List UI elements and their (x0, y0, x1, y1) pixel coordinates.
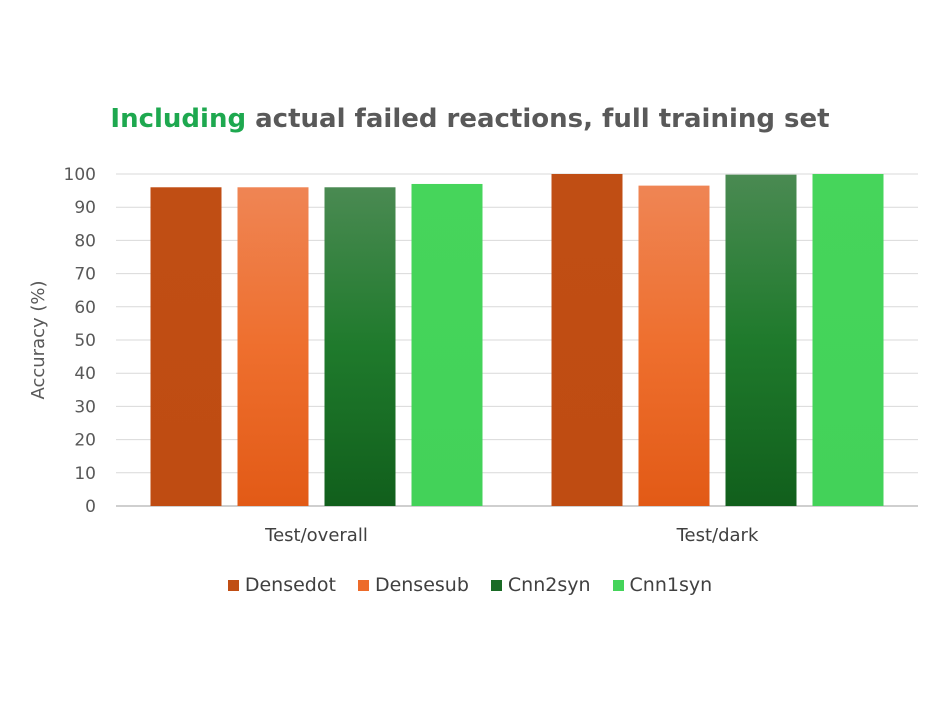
y-tick-label-60: 60 (74, 298, 96, 318)
y-tick-label-20: 20 (74, 431, 96, 451)
legend-label-cnn1syn: Cnn1syn (629, 574, 713, 596)
y-tick-label-90: 90 (74, 198, 96, 218)
legend-swatch-cnn1syn (612, 579, 624, 591)
legend-item-densesub: Densesub (357, 574, 469, 596)
bar-cnn2syn-test-dark (725, 174, 797, 506)
legend-swatch-densedot (227, 579, 239, 591)
legend-label-densedot: Densedot (244, 574, 336, 596)
bar-cnn2syn-test-overall (324, 187, 396, 506)
bar-densedot-test-overall (150, 187, 222, 506)
legend-label-densesub: Densesub (374, 574, 469, 596)
legend-label-cnn2syn: Cnn2syn (507, 574, 591, 596)
gridlines (116, 173, 918, 507)
bar-densesub-test-overall (237, 187, 309, 506)
y-tick-label-70: 70 (74, 265, 96, 285)
y-tick-label-50: 50 (74, 331, 96, 351)
legend-swatch-densesub (357, 579, 369, 591)
x-tick-label-test-overall: Test/overall (264, 525, 368, 546)
y-tick-label-40: 40 (74, 364, 96, 384)
y-tick-label-100: 100 (64, 165, 96, 185)
chart-title-accent: Including (110, 104, 247, 134)
x-tick-label-test-dark: Test/dark (676, 525, 759, 546)
bar-densesub-test-dark (638, 185, 710, 506)
bar-densedot-test-dark (551, 174, 623, 506)
legend: Densedot Densesub Cnn2syn Cnn1syn (0, 574, 940, 596)
y-axis-label: Accuracy (%) (28, 280, 49, 399)
chart-title-rest: actual failed reactions, full training s… (255, 104, 830, 134)
y-tick-label-10: 10 (74, 464, 96, 484)
y-tick-labels: 0 10 20 30 40 50 60 70 80 90 100 (64, 165, 96, 517)
legend-swatch-cnn2syn (490, 579, 502, 591)
legend-item-densedot: Densedot (227, 574, 336, 596)
y-tick-label-0: 0 (85, 497, 96, 517)
y-tick-label-30: 30 (74, 397, 96, 417)
x-tick-labels: Test/overall Test/dark (264, 525, 759, 546)
y-tick-label-80: 80 (74, 231, 96, 251)
legend-item-cnn1syn: Cnn1syn (612, 574, 713, 596)
bar-cnn1syn-test-dark (812, 174, 884, 506)
bars (150, 174, 884, 506)
legend-item-cnn2syn: Cnn2syn (490, 574, 591, 596)
bar-cnn1syn-test-overall (411, 183, 483, 506)
chart-title: Including actual failed reactions, full … (0, 104, 940, 134)
